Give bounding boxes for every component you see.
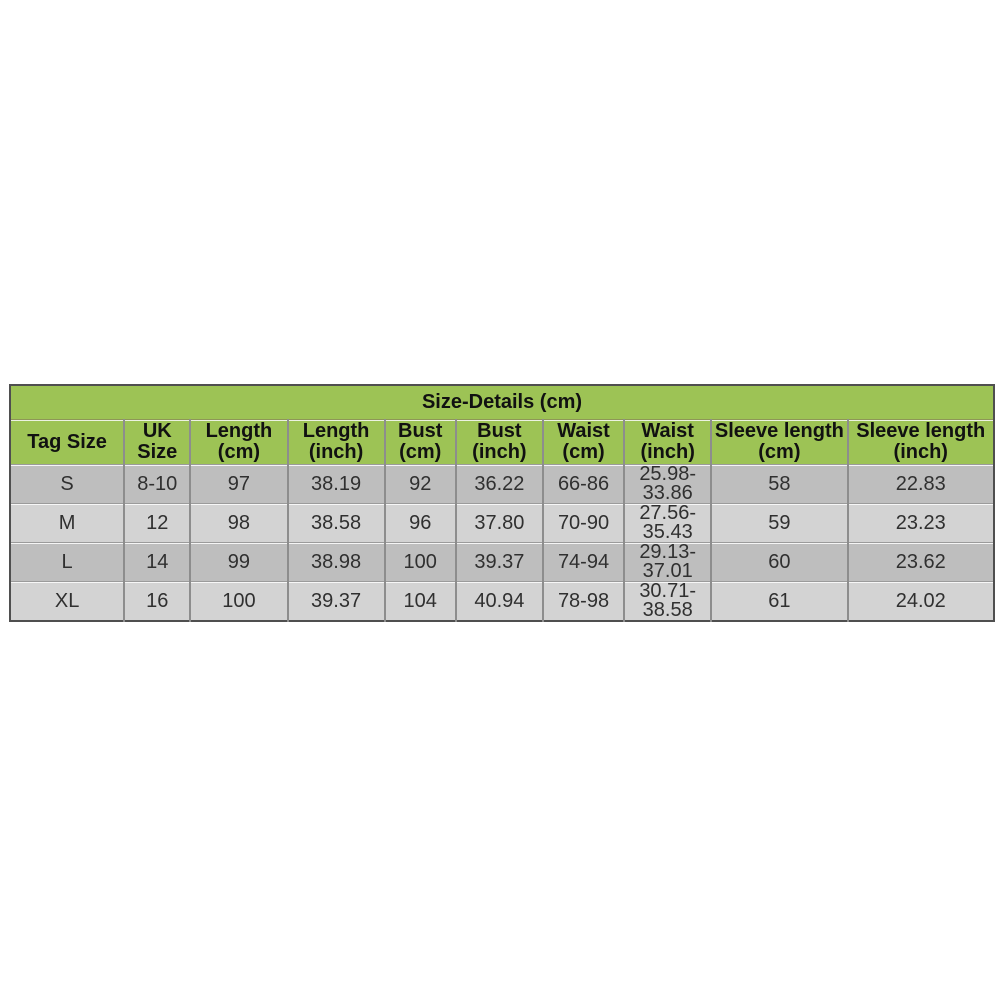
table-cell: 22.83 [848, 465, 995, 504]
column-header-sleeve-length-inch: Sleeve length (inch) [847, 419, 994, 465]
column-header-sublabel: (inch) [472, 441, 527, 463]
table-row-m: M 12 98 38.58 96 37.80 70-90 27.56-35.43… [10, 503, 995, 543]
column-header-sublabel: (cm) [217, 441, 261, 463]
table-cell: 23.23 [848, 504, 995, 543]
column-header-sublabel: (cm) [399, 441, 442, 463]
table-cell: 37.80 [455, 503, 544, 543]
column-header-sublabel: Size [137, 441, 178, 463]
table-cell: 12 [124, 503, 192, 543]
table-cell: 8-10 [124, 464, 192, 504]
table-cell: 66-86 [542, 464, 626, 504]
column-header-bust-cm: Bust (cm) [384, 419, 457, 465]
table-cell: 39.37 [455, 542, 544, 582]
table-cell: 60 [711, 542, 849, 582]
column-header-bust-inch: Bust (inch) [455, 419, 544, 465]
table-cell: 38.19 [287, 464, 386, 504]
table-cell: 61 [711, 581, 849, 621]
table-cell: 97 [190, 464, 289, 504]
table-cell: 25.98-33.86 [624, 464, 713, 504]
column-header-label: Waist [641, 420, 694, 442]
column-header-label: Length [302, 420, 370, 442]
table-cell: 100 [190, 581, 289, 621]
table-row-l: L 14 99 38.98 100 39.37 74-94 29.13-37.0… [10, 542, 995, 582]
size-chart-title: Size-Details (cm) [10, 385, 994, 420]
column-header-sublabel: (cm) [562, 441, 605, 463]
table-cell: 39.37 [287, 581, 386, 621]
table-title-row: Size-Details (cm) [10, 385, 994, 420]
table-cell: 38.58 [287, 503, 386, 543]
table-row-xl: XL 16 100 39.37 104 40.94 78-98 30.71-38… [10, 581, 995, 622]
column-header-label: UK [142, 420, 172, 442]
table-cell: 58 [711, 464, 849, 504]
column-header-sublabel: (cm) [758, 441, 801, 463]
table-cell: 27.56-35.43 [624, 503, 713, 543]
column-header-label: Sleeve length [856, 420, 986, 442]
table-cell: 92 [384, 464, 457, 504]
table-cell: XL [10, 581, 126, 621]
table-cell: 30.71-38.58 [624, 581, 713, 621]
table-cell: 99 [190, 542, 289, 582]
column-header-sublabel: (inch) [308, 441, 364, 463]
column-header-waist-inch: Waist (inch) [624, 419, 713, 465]
table-cell: L [10, 542, 126, 582]
table-cell: 104 [384, 581, 457, 621]
size-chart-title-text: Size-Details (cm) [421, 391, 583, 413]
table-cell: 14 [124, 542, 192, 582]
table-cell: 36.22 [455, 464, 544, 504]
table-cell: 78-98 [542, 581, 626, 621]
column-header-sublabel: (inch) [640, 441, 695, 463]
table-cell: 100 [384, 542, 457, 582]
column-header-label: Sleeve length [714, 420, 844, 442]
table-cell: 59 [711, 503, 849, 543]
table-header-row: Tag Size UK Size Length (cm) Length (inc… [10, 419, 994, 465]
column-header-tag-size: Tag Size [10, 419, 126, 465]
column-header-length-cm: Length (cm) [190, 419, 289, 465]
column-header-sleeve-length-cm: Sleeve length (cm) [711, 419, 849, 465]
table-cell: 16 [124, 581, 192, 621]
table-cell: 96 [384, 503, 457, 543]
table-cell: 74-94 [542, 542, 626, 582]
table-cell: 29.13-37.01 [624, 542, 713, 582]
table-cell: 38.98 [287, 542, 386, 582]
column-header-label: Length [205, 420, 273, 442]
table-cell: 23.62 [848, 543, 995, 582]
column-header-length-inch: Length (inch) [287, 419, 386, 465]
column-header-label: Bust [398, 420, 443, 442]
table-cell: M [10, 503, 126, 543]
table-row-s: S 8-10 97 38.19 92 36.22 66-86 25.98-33.… [10, 464, 995, 504]
size-chart-table: Size-Details (cm) Tag Size UK Size Lengt… [9, 384, 995, 622]
table-cell: 40.94 [455, 581, 544, 621]
table-cell: 24.02 [848, 582, 995, 622]
column-header-label: Tag Size [27, 430, 107, 453]
column-header-label: Bust [477, 420, 522, 442]
column-header-sublabel: (inch) [893, 441, 948, 463]
column-header-label: Waist [557, 420, 610, 442]
table-cell: S [10, 464, 126, 504]
column-header-uk-size: UK Size [124, 419, 192, 465]
table-cell: 70-90 [542, 503, 626, 543]
column-header-waist-cm: Waist (cm) [542, 419, 626, 465]
table-cell: 98 [190, 503, 289, 543]
